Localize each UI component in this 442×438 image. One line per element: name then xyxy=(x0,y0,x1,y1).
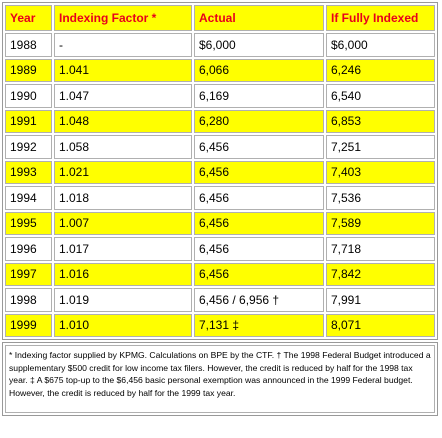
table-cell: 7,131 ‡ xyxy=(194,313,324,337)
table-cell: 7,589 xyxy=(326,211,435,235)
table-cell: - xyxy=(54,33,192,57)
table-cell: 1.058 xyxy=(54,135,192,159)
table-cell: 8,071 xyxy=(326,313,435,337)
table-cell: 1995 xyxy=(5,211,52,235)
table-row: 1991 1.048 6,280 6,853 xyxy=(5,109,435,133)
table-cell: 6,456 xyxy=(194,135,324,159)
table-cell: 1.016 xyxy=(54,262,192,286)
table-row: 1994 1.018 6,456 7,536 xyxy=(5,186,435,210)
table-cell: 1996 xyxy=(5,237,52,261)
table-cell: $6,000 xyxy=(326,33,435,57)
table-cell: 7,718 xyxy=(326,237,435,261)
table: Year Indexing Factor * Actual If Fully Inde… xyxy=(2,2,438,340)
table-cell: 1.047 xyxy=(54,84,192,108)
table-cell: 6,066 xyxy=(194,58,324,82)
table-cell: 1993 xyxy=(5,160,52,184)
table-row: 1992 1.058 6,456 7,251 xyxy=(5,135,435,159)
table-cell: 7,251 xyxy=(326,135,435,159)
table-cell: 1.010 xyxy=(54,313,192,337)
table-cell: 1989 xyxy=(5,58,52,82)
table-cell: 1.018 xyxy=(54,186,192,210)
table-row: 1995 1.007 6,456 7,589 xyxy=(5,211,435,235)
table-cell: 1.017 xyxy=(54,237,192,261)
table-row: 1996 1.017 6,456 7,718 xyxy=(5,237,435,261)
table-row: 1990 1.047 6,169 6,540 xyxy=(5,84,435,108)
table-cell: 6,456 xyxy=(194,262,324,286)
table-cell: 1999 xyxy=(5,313,52,337)
header-cell: Indexing Factor * xyxy=(54,5,192,31)
table-cell: 6,456 xyxy=(194,186,324,210)
table-cell: 1.048 xyxy=(54,109,192,133)
table-cell: 6,169 xyxy=(194,84,324,108)
table-cell: 1991 xyxy=(5,109,52,133)
table-cell: 7,842 xyxy=(326,262,435,286)
table-cell: $6,000 xyxy=(194,33,324,57)
table-row: 1993 1.021 6,456 7,403 xyxy=(5,160,435,184)
footnote: * Indexing factor supplied by KPMG. Calc… xyxy=(5,345,435,413)
table-wrap: Year Indexing Factor * Actual If Fully Inde… xyxy=(2,2,438,416)
table-cell: 1.019 xyxy=(54,288,192,312)
table-cell: 7,403 xyxy=(326,160,435,184)
table-cell: 6,456 / 6,956 † xyxy=(194,288,324,312)
table-cell: 1.021 xyxy=(54,160,192,184)
table-cell: 6,456 xyxy=(194,237,324,261)
table-cell: 1988 xyxy=(5,33,52,57)
table-row: 1988- $6,000 $6,000 xyxy=(5,33,435,57)
table-row: 1999 1.010 7,131 ‡ 8,071 xyxy=(5,313,435,337)
header-row: Year Indexing Factor * Actual If Fully Inde… xyxy=(5,5,435,31)
table-row: 1997 1.016 6,456 7,842 xyxy=(5,262,435,286)
header-cell: If Fully Indexed xyxy=(326,5,435,31)
header-cell: Year xyxy=(5,5,52,31)
table-row: 1998 1.019 6,456 / 6,956 † 7,991 xyxy=(5,288,435,312)
table-cell: 6,280 xyxy=(194,109,324,133)
table-cell: 7,536 xyxy=(326,186,435,210)
table-cell: 1997 xyxy=(5,262,52,286)
footnote-box: * Indexing factor supplied by KPMG. Calc… xyxy=(2,342,438,416)
table-body: 1988- $6,000 $6,000 1989 1.041 6,066 6,246 1990… xyxy=(5,33,435,337)
table-cell: 1.041 xyxy=(54,58,192,82)
table-row: 1989 1.041 6,066 6,246 xyxy=(5,58,435,82)
table-cell: 1992 xyxy=(5,135,52,159)
table-cell: 6,540 xyxy=(326,84,435,108)
table-cell: 7,991 xyxy=(326,288,435,312)
table-cell: 1990 xyxy=(5,84,52,108)
table-cell: 6,456 xyxy=(194,211,324,235)
header-cell: Actual xyxy=(194,5,324,31)
table-cell: 6,456 xyxy=(194,160,324,184)
table-cell: 1998 xyxy=(5,288,52,312)
table-cell: 1.007 xyxy=(54,211,192,235)
table-cell: 6,853 xyxy=(326,109,435,133)
table-cell: 6,246 xyxy=(326,58,435,82)
table-cell: 1994 xyxy=(5,186,52,210)
